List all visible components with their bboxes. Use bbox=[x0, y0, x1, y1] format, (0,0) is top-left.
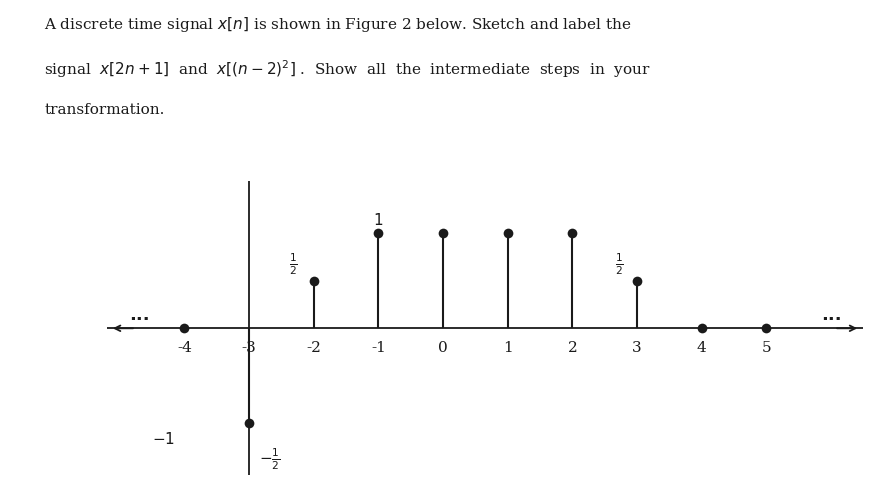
Text: -2: -2 bbox=[306, 341, 321, 355]
Text: $\frac{1}{2}$: $\frac{1}{2}$ bbox=[288, 251, 297, 277]
Text: 2: 2 bbox=[568, 341, 578, 355]
Text: -3: -3 bbox=[242, 341, 256, 355]
Text: ...: ... bbox=[129, 306, 150, 323]
Text: $-\frac{1}{2}$: $-\frac{1}{2}$ bbox=[259, 447, 280, 472]
Text: A discrete time signal $x[n]$ is shown in Figure 2 below. Sketch and label the: A discrete time signal $x[n]$ is shown i… bbox=[44, 15, 632, 34]
Text: transformation.: transformation. bbox=[44, 103, 165, 117]
Text: $-1$: $-1$ bbox=[151, 431, 174, 447]
Text: ...: ... bbox=[821, 306, 841, 323]
Text: $1$: $1$ bbox=[373, 212, 384, 228]
Text: 5: 5 bbox=[762, 341, 771, 355]
Text: -1: -1 bbox=[371, 341, 385, 355]
Text: 4: 4 bbox=[697, 341, 707, 355]
Text: signal  $x[2n+1]$  and  $x[(n-2)^2]$ .  Show  all  the  intermediate  steps  in : signal $x[2n+1]$ and $x[(n-2)^2]$ . Show… bbox=[44, 59, 651, 80]
Text: 1: 1 bbox=[503, 341, 513, 355]
Text: -4: -4 bbox=[177, 341, 192, 355]
Text: 0: 0 bbox=[438, 341, 448, 355]
Text: $\frac{1}{2}$: $\frac{1}{2}$ bbox=[615, 251, 624, 277]
Text: 3: 3 bbox=[632, 341, 642, 355]
